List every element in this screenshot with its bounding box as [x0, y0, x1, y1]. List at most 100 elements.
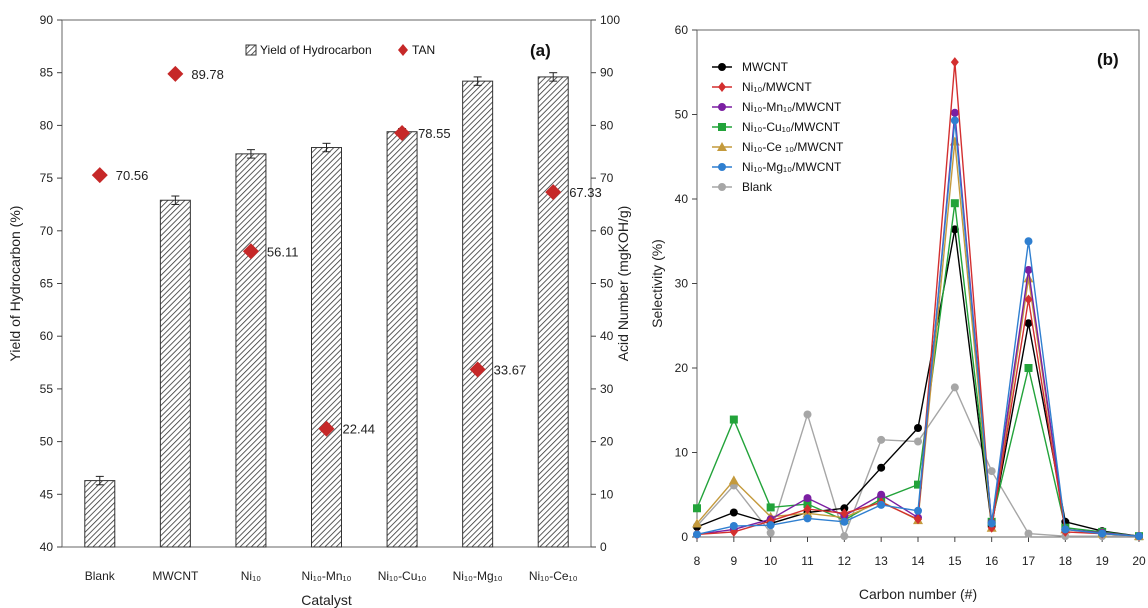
series-point [950, 116, 959, 125]
series-point [1098, 529, 1107, 538]
legend-label: Ni₁₀-Cu₁₀/MWCNT [742, 120, 841, 134]
series-point [693, 504, 701, 513]
series-point [840, 504, 849, 513]
series-point [1024, 265, 1033, 274]
yield-bar [159, 199, 191, 548]
x-axis-tick-label: 14 [911, 554, 925, 568]
legend-marker [718, 103, 726, 111]
series-point [877, 490, 886, 499]
right-axis-tick-label: 70 [600, 171, 614, 185]
series-point [877, 500, 886, 509]
series-point [950, 199, 959, 208]
yield-bar [462, 80, 494, 548]
yield-bar [537, 76, 569, 548]
left-axis-tick-label: 55 [40, 382, 54, 396]
x-axis-tick-label: 16 [985, 554, 999, 568]
tan-diamond-marker [91, 167, 108, 184]
y-axis-tick-label: 40 [675, 192, 689, 206]
series-point [766, 503, 775, 512]
left-axis-tick-label: 40 [40, 540, 54, 554]
x-axis-tick-label: 10 [764, 554, 778, 568]
legend-label: Ni₁₀-Mn₁₀/MWCNT [742, 100, 842, 114]
series-point [693, 530, 701, 539]
series-point [840, 508, 849, 519]
legend-swatch-yield [245, 44, 257, 56]
x-axis-category-label: Ni₁₀-Mg₁₀ [453, 569, 503, 583]
series-point [1024, 237, 1033, 246]
series-point [987, 519, 996, 528]
tan-data-label: 67.33 [569, 185, 602, 200]
series-point [987, 467, 996, 476]
right-axis-title: Acid Number (mgKOH/g) [615, 206, 631, 362]
series-line [696, 141, 1140, 537]
legend-label: Blank [742, 180, 773, 194]
x-axis-category-label: Blank [85, 569, 116, 583]
series-line [696, 112, 1140, 537]
panel-a-chart: 40 45 50 55 60 65 70 75 80 85 90 0 10 20 30 40 50 60 70 80 9… [7, 13, 631, 608]
right-axis-tick-label: 10 [600, 487, 614, 501]
right-axis-tick-label: 20 [600, 435, 614, 449]
y-axis-title: Selectivity (%) [649, 239, 665, 328]
panel-b-chart: 0 10 20 30 40 50 60 8 9 10 11 12 13 14 15 16 17 18 19 20 MWC… [649, 23, 1146, 602]
x-axis-category-label: Ni₁₀-Ce₁₀ [529, 569, 578, 583]
series-point [766, 521, 775, 530]
yield-bar [235, 153, 267, 548]
series-point [914, 480, 922, 489]
left-axis-tick-label: 85 [40, 66, 54, 80]
series-point [914, 437, 922, 446]
yield-bar [311, 147, 342, 548]
left-axis-tick-label: 90 [40, 13, 54, 27]
x-axis-tick-label: 8 [694, 554, 701, 568]
series-point [803, 494, 812, 503]
legend-label: Ni₁₀-Ce ₁₀/MWCNT [742, 140, 844, 154]
series-point [728, 475, 739, 485]
series-point [950, 57, 959, 68]
left-axis-title: Yield of Hydrocarbon (%) [7, 206, 23, 362]
tan-diamond-marker [242, 243, 259, 260]
legend-marker [718, 123, 726, 131]
tan-data-label: 89.78 [191, 67, 224, 82]
series-point [914, 514, 922, 525]
legend-label-tan: TAN [412, 43, 435, 57]
series-point [1024, 294, 1033, 305]
legend-marker [718, 63, 726, 71]
panel-label-b: (b) [1097, 50, 1119, 69]
x-axis-tick-label: 19 [1095, 554, 1109, 568]
right-axis-tick-label: 50 [600, 277, 614, 291]
series-point [1135, 532, 1143, 541]
yield-bar [84, 480, 116, 548]
series-point [1024, 319, 1033, 328]
series-point [877, 463, 886, 472]
tan-data-label: 56.11 [267, 244, 299, 259]
right-axis-tick-label: 60 [600, 224, 614, 238]
series-point [914, 423, 922, 432]
series-point [803, 410, 812, 419]
left-axis-tick-label: 45 [40, 487, 54, 501]
legend-marker [718, 183, 726, 191]
x-axis-tick-label: 12 [838, 554, 852, 568]
x-axis-tick-label: 11 [801, 554, 814, 568]
y-axis-tick-label: 10 [675, 446, 689, 460]
y-axis-tick-label: 0 [681, 530, 688, 544]
series-point [1023, 273, 1034, 283]
right-axis-tick-label: 30 [600, 382, 614, 396]
legend-marker [717, 142, 727, 151]
x-axis-tick-label: 20 [1132, 554, 1146, 568]
series-point [729, 415, 738, 424]
series-point [1024, 364, 1033, 372]
right-axis-tick-label: 100 [600, 13, 620, 27]
tan-diamond-marker [469, 361, 486, 378]
tan-diamond-marker [167, 65, 184, 82]
legend-label: Ni₁₀-Mg₁₀/MWCNT [742, 160, 842, 174]
y-axis-tick-label: 60 [675, 23, 689, 37]
series-point [729, 522, 738, 531]
x-axis-tick-label: 15 [948, 554, 962, 568]
series-point [840, 532, 849, 541]
series-point [1024, 529, 1033, 538]
x-axis-title: Carbon number (#) [859, 586, 977, 602]
yield-bar [386, 131, 418, 548]
tan-diamond-marker [545, 184, 562, 201]
x-axis-title: Catalyst [301, 592, 352, 608]
x-axis-category-label: Ni₁₀ [241, 569, 261, 583]
